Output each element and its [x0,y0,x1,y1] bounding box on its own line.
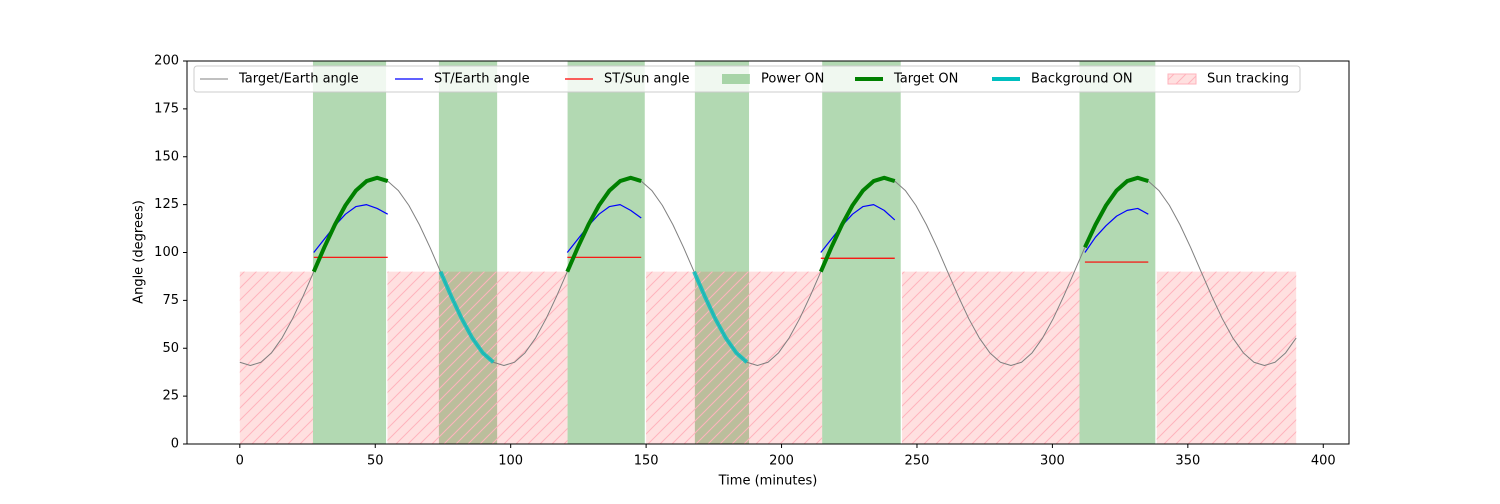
y-tick-label: 75 [162,293,179,308]
span [567,61,645,444]
x-axis-label: Time (minutes) [718,474,818,489]
y-tick-label: 25 [162,389,179,404]
series-line [438,270,749,364]
y-tick-label: 200 [154,54,179,69]
series-line [313,256,1149,263]
span-hatch [387,271,568,444]
y-tick-label: 150 [154,149,179,164]
series-line [311,175,1149,273]
x-tick-label: 0 [236,454,244,469]
x-tick-label: 300 [1040,454,1065,469]
y-axis-label: Angle (degrees) [132,200,147,304]
legend-label: Target/Earth angle [238,72,359,87]
legend-hatch [1168,74,1196,84]
span-hatch [1156,271,1297,444]
legend-label: Sun tracking [1207,72,1289,87]
span [1079,61,1156,444]
span [822,61,901,444]
y-tick-label: 125 [154,197,179,212]
x-tick-label: 400 [1311,454,1336,469]
legend-label: Power ON [761,72,824,87]
x-tick-label: 150 [634,454,659,469]
legend-label: Background ON [1031,72,1133,87]
span-hatch [646,271,823,444]
x-tick-label: 50 [367,454,384,469]
y-tick-label: 0 [171,437,179,452]
x-tick-label: 250 [905,454,930,469]
legend-handle [722,74,750,84]
y-tick-label: 175 [154,101,179,116]
x-tick-label: 350 [1175,454,1200,469]
x-tick-label: 100 [498,454,523,469]
y-tick-label: 100 [154,245,179,260]
span [312,61,387,444]
span-hatch [902,271,1080,444]
legend-label: Target ON [893,72,958,87]
legend-label: ST/Sun angle [604,72,690,87]
series-line [313,204,1149,253]
x-tick-label: 200 [769,454,794,469]
legend-label: ST/Earth angle [434,72,530,87]
y-tick-label: 50 [162,341,179,356]
legend-box [193,65,1301,93]
